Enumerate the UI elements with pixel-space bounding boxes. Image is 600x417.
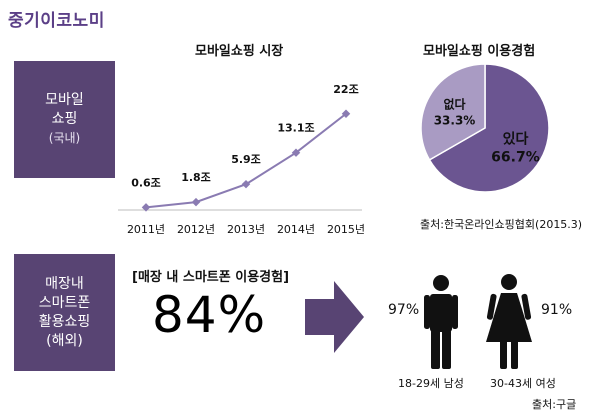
line-chart-title: 모바일쇼핑 시장 (195, 44, 284, 59)
line-point (241, 179, 251, 189)
section-label-line: 쇼핑 (51, 111, 78, 127)
male-percentage: 97% (388, 302, 420, 318)
female-icon (486, 274, 532, 369)
x-tick-label: 2011년 (127, 223, 165, 236)
pie-slice-label: 있다 (503, 132, 529, 148)
line-point (341, 109, 351, 118)
in-store-title: [매장 내 스마트폰 이용경험] (132, 270, 290, 285)
x-tick-label: 2012년 (177, 223, 215, 236)
pie-slice-value: 66.7% (491, 150, 540, 166)
section-label-line: 활용쇼핑 (38, 313, 91, 330)
line-point (191, 197, 201, 207)
line-data-label: 13.1조 (277, 122, 314, 135)
section-label-line: 스마트폰 (38, 294, 91, 311)
section-label-mobile-shopping: 모바일 쇼핑 (국내) (14, 61, 115, 178)
headline-percentage: 84% (152, 286, 267, 344)
section-label-sub: (국내) (48, 131, 81, 145)
line-point (291, 148, 301, 157)
section-label-line: 매장내 (45, 275, 84, 292)
male-caption: 18-29세 남성 (398, 377, 464, 390)
line-data-label: 22조 (333, 83, 358, 96)
brand-logo: 중기이코노미 (8, 11, 105, 31)
pie-slice-label: 없다 (443, 96, 465, 111)
x-tick-label: 2014년 (277, 223, 315, 236)
x-tick-label: 2013년 (227, 223, 265, 236)
pie-source: 출처:한국온라인쇼핑협회(2015.3) (420, 218, 583, 231)
female-caption: 30-43세 여성 (490, 377, 556, 390)
pie-slice (420, 63, 486, 161)
section-label-in-store-shopping: 매장내 스마트폰 활용쇼핑 (해외) (14, 254, 115, 371)
line-point (141, 203, 151, 212)
section-label-line: 모바일 (45, 92, 84, 108)
male-icon (424, 275, 458, 369)
google-source: 출처:구글 (532, 398, 577, 411)
pie-slice (428, 63, 550, 193)
line-data-label: 1.8조 (181, 171, 211, 184)
line-data-label: 0.6조 (131, 176, 161, 189)
arrow-right-icon (305, 281, 364, 353)
line-chart: 0.6조 2011년 1.8조 2012년 5.9조 2013년 13.1조 2014년 22조… (118, 83, 365, 236)
female-percentage: 91% (541, 302, 573, 318)
pie-chart-title: 모바일쇼핑 이용경험 (423, 44, 536, 59)
pie-slice-value: 33.3% (434, 113, 476, 127)
section-label-line: (해외) (46, 332, 83, 349)
x-tick-label: 2015년 (327, 223, 365, 236)
pie-chart: 있다 66.7% 없다 33.3% (420, 63, 550, 193)
line-data-label: 5.9조 (231, 153, 261, 166)
